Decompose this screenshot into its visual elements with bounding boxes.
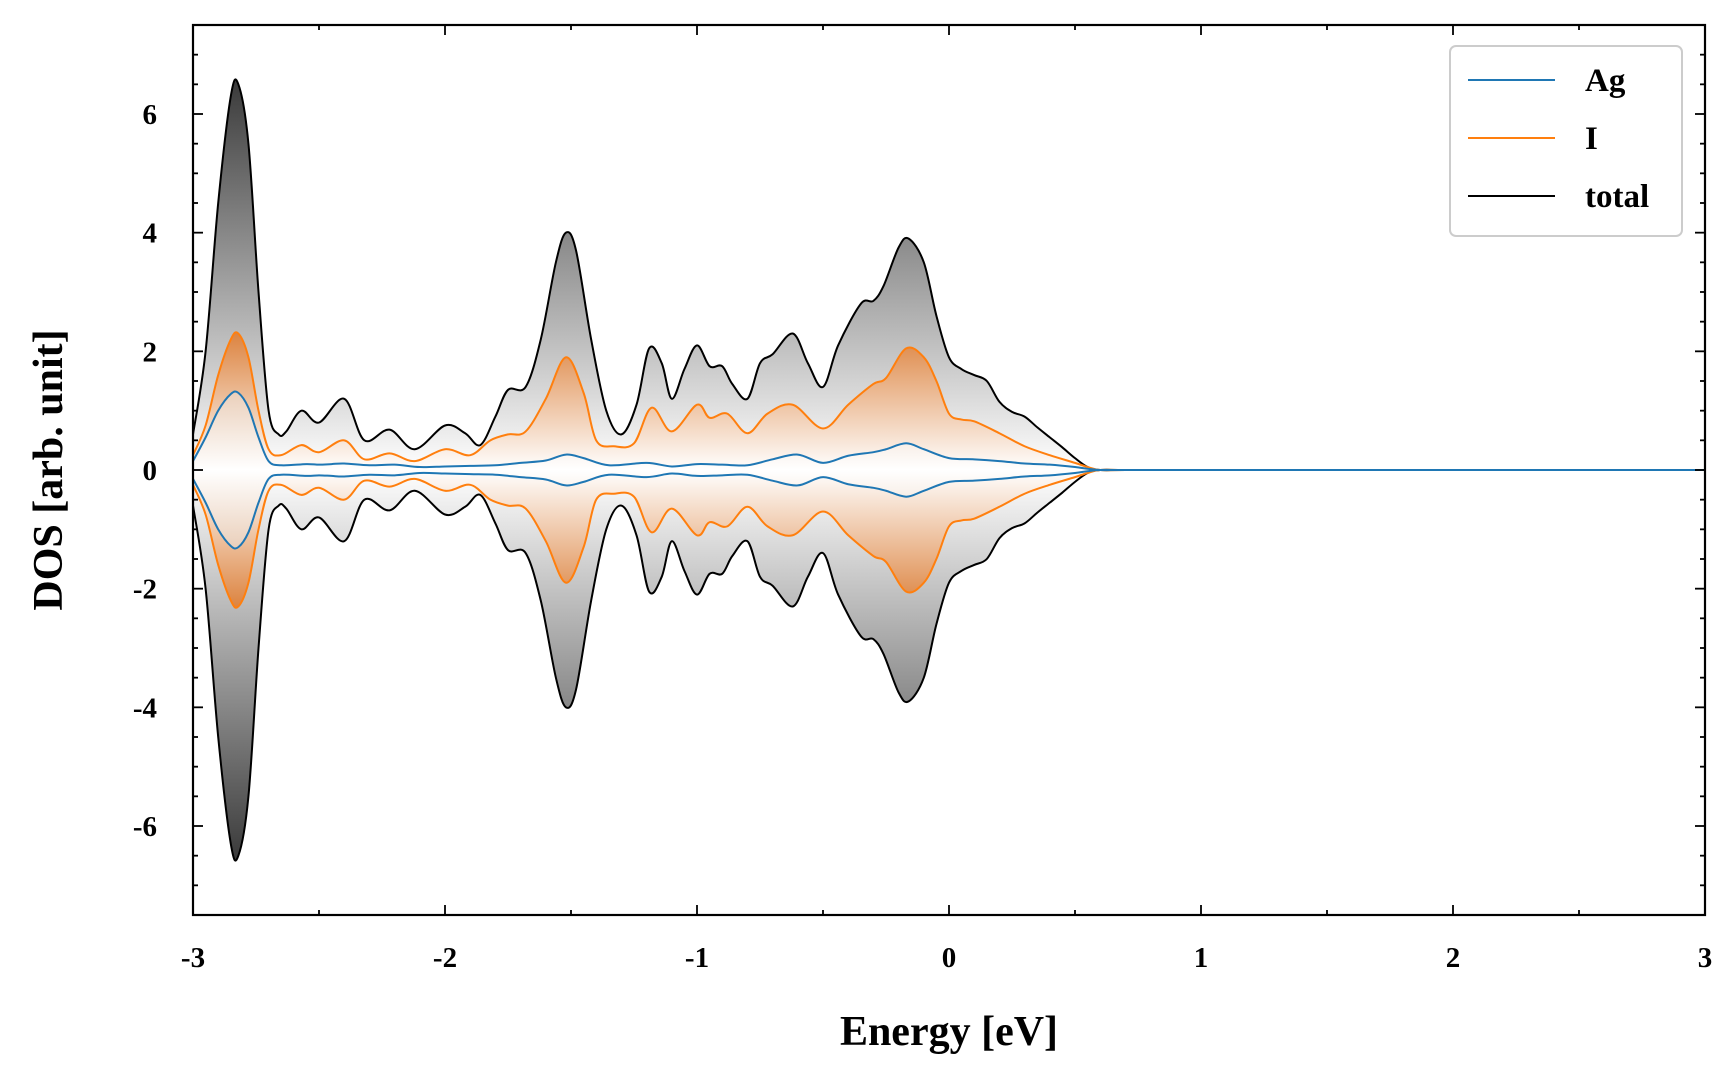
y-tick-label: -4 [133, 692, 157, 724]
x-tick-label: -2 [433, 942, 457, 974]
dos-series-lines [192, 78, 1705, 862]
dos-fill-areas [193, 79, 1705, 861]
series-line-ag-negative [192, 468, 1705, 550]
x-tick-label: 1 [1194, 942, 1209, 974]
x-tick-label: -3 [181, 942, 205, 974]
y-tick-label: 4 [143, 218, 158, 250]
y-tick-label: -6 [133, 811, 157, 843]
legend-label-total: total [1585, 179, 1649, 215]
x-tick-label: -1 [685, 942, 709, 974]
legend-label-ag: Ag [1585, 63, 1626, 99]
series-line-total-negative [192, 468, 1705, 862]
series-line-i-positive [192, 331, 1705, 472]
fill-area-ag [193, 391, 1705, 549]
plot-frame [191, 23, 1707, 917]
y-tick-label: -2 [133, 574, 157, 606]
y-axis-label: DOS [arb. unit] [26, 329, 72, 610]
series-line-ag-positive [192, 390, 1705, 472]
tick-labels: -3 -2 -1 0 1 2 3 -6 -4 -2 0 2 4 6 [133, 99, 1712, 974]
series-line-total-positive [192, 78, 1705, 472]
x-tick-label: 2 [1446, 942, 1461, 974]
series-line-i-negative [192, 468, 1705, 609]
x-tick-label: 0 [942, 942, 957, 974]
legend: Ag I total [1449, 45, 1683, 237]
y-tick-label: 0 [143, 455, 158, 487]
x-tick-label: 3 [1698, 942, 1713, 974]
y-tick-label: 6 [143, 99, 158, 131]
legend-label-i: I [1585, 121, 1598, 157]
legend-box [1449, 45, 1683, 237]
x-axis-label: Energy [eV] [840, 1009, 1058, 1055]
y-tick-label: 2 [143, 336, 158, 368]
